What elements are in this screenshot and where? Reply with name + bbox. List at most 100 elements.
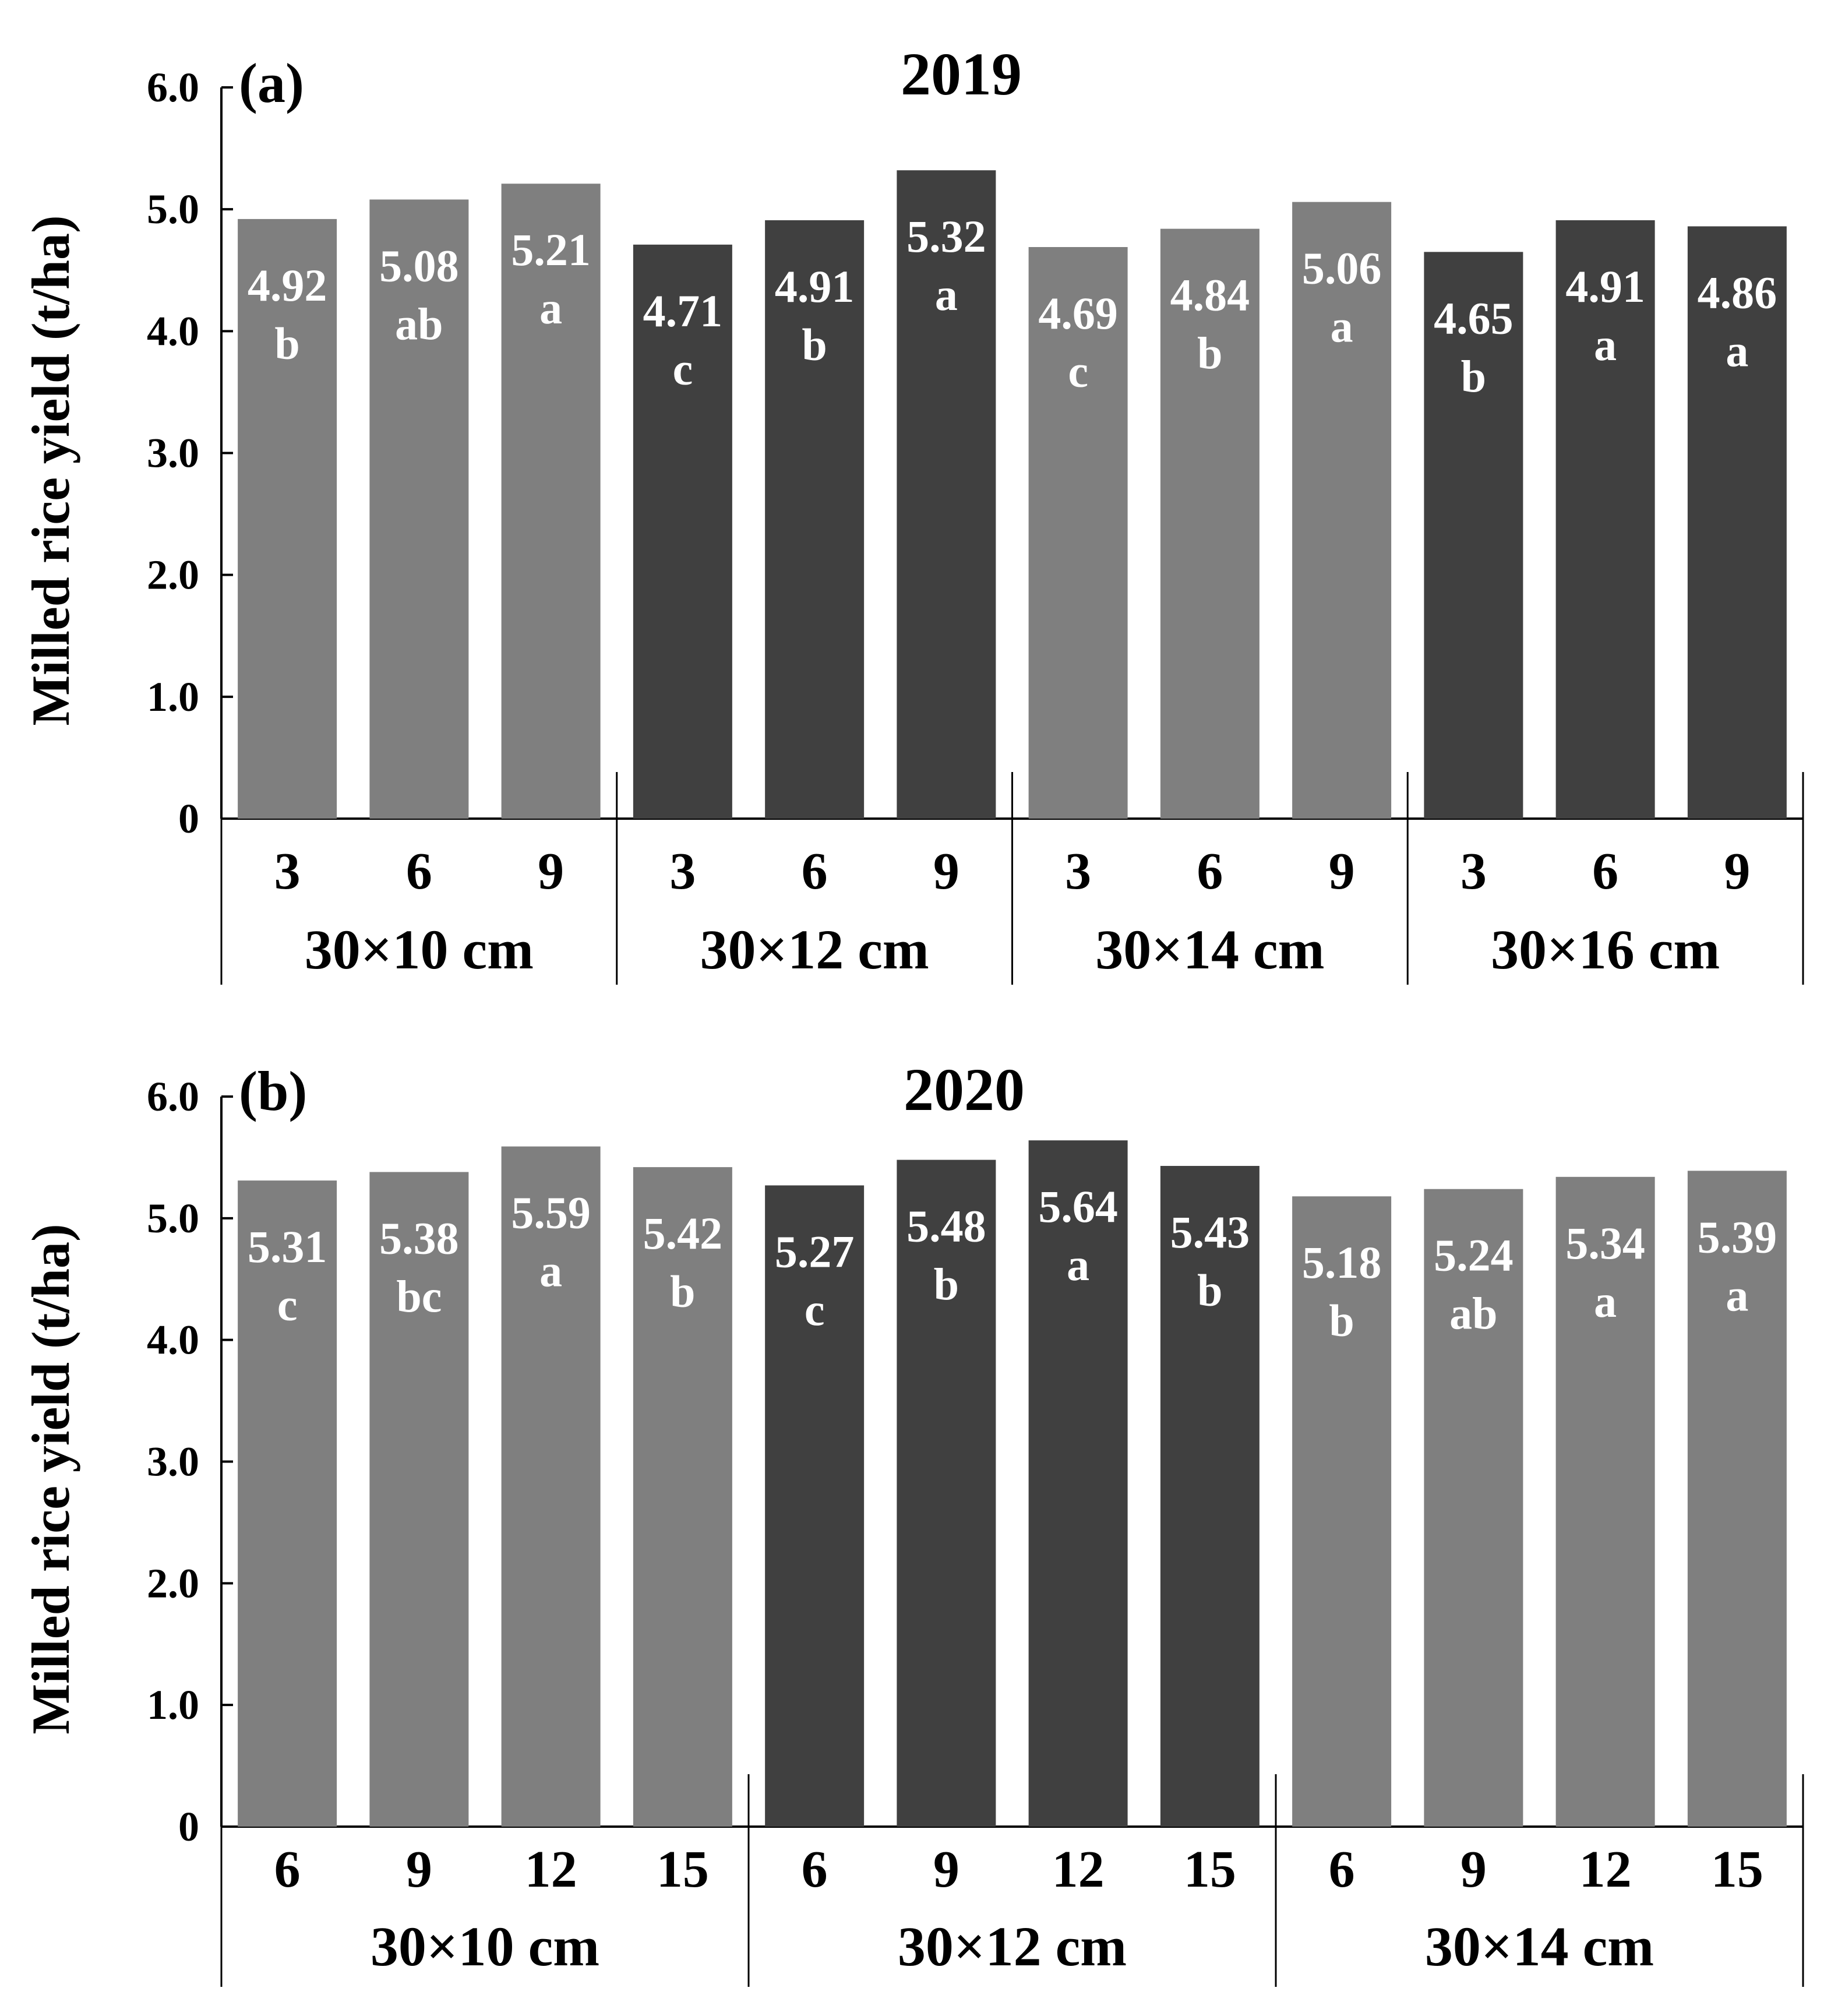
bar [369,199,469,819]
panel-label: (b) [239,1060,307,1122]
bar-value-label: 5.34 [1565,1218,1645,1268]
x-category-label: 9 [406,1841,432,1898]
bar [633,244,732,819]
bar [1028,1140,1128,1827]
x-category-label: 6 [406,843,432,900]
bar-significance-letter: a [539,1246,562,1296]
x-group-label: 30×10 cm [371,1915,599,1978]
bar-significance-letter: a [1594,1276,1617,1327]
bar-significance-letter: b [1329,1295,1354,1346]
bar [765,220,865,819]
bar-value-label: 5.32 [906,211,986,262]
panel-a-2019-chart: 0 1.0 2.0 3.0 4.0 5.0 6.0 Milled rice yield (t/… [21,41,1804,985]
bar-significance-letter: b [274,318,299,369]
bar [1160,1166,1260,1827]
bar-significance-letter: ab [395,298,443,349]
x-category-label: 9 [1724,843,1750,900]
x-category-label: 9 [538,843,564,900]
y-tick-label: 4.0 [147,1317,199,1363]
y-tick-label: 5.0 [147,1195,199,1242]
bar-value-label: 5.24 [1434,1230,1514,1281]
y-tick-label: 0 [178,1803,199,1850]
bar-significance-letter: a [539,283,562,333]
x-category-label: 15 [1184,1841,1236,1898]
x-category-label: 6 [1197,843,1223,900]
bar-value-label: 5.39 [1698,1211,1777,1262]
x-category-label: 6 [1329,1841,1355,1898]
bar-significance-letter: a [1726,1270,1748,1320]
bar-value-label: 5.18 [1302,1237,1382,1288]
bar [238,218,337,819]
bar-significance-letter: b [1197,1265,1222,1316]
y-tick-label: 0 [178,795,199,842]
bar [1687,1171,1787,1827]
bar-significance-letter: a [1594,319,1617,370]
y-tick-label: 5.0 [147,186,199,232]
bar [1424,252,1523,819]
bar-value-label: 5.42 [643,1208,723,1259]
y-tick-label: 4.0 [147,308,199,354]
y-tick-label: 6.0 [147,64,199,111]
bar [1555,1176,1655,1827]
x-category-label: 3 [1460,843,1487,900]
y-tick-label: 3.0 [147,1439,199,1485]
y-axis-title: Milled rice yield (t/ha) [21,215,80,725]
chart-title: 2020 [904,1056,1025,1123]
bar-significance-letter: c [805,1284,825,1335]
bar-value-label: 5.27 [775,1226,855,1277]
bar-value-label: 5.59 [511,1187,591,1238]
x-category-label: 12 [1579,1841,1632,1898]
x-category-label: 6 [802,843,828,900]
x-group-label: 30×12 cm [898,1915,1127,1978]
bar-significance-letter: a [1067,1239,1089,1290]
bar-significance-letter: b [1461,351,1486,401]
x-category-label: 3 [274,843,301,900]
bar-significance-letter: a [935,269,958,320]
bar-significance-letter: b [670,1266,695,1317]
bar-significance-letter: c [277,1280,298,1330]
bar-significance-letter: bc [396,1271,442,1321]
bar [501,1146,601,1827]
bar [765,1185,865,1827]
x-group-label: 30×12 cm [700,918,929,981]
x-category-label: 15 [1711,1841,1763,1898]
y-tick-label: 1.0 [147,674,199,720]
x-category-label: 3 [669,843,696,900]
bar-significance-letter: c [1068,346,1088,397]
bar-value-label: 4.91 [775,261,855,312]
bar [1028,247,1128,819]
x-category-label: 9 [933,843,959,900]
bar [1555,220,1655,819]
y-tick-label: 2.0 [147,552,199,598]
bar-value-label: 5.43 [1170,1207,1250,1257]
bar-value-label: 4.86 [1698,267,1777,318]
bar-value-label: 5.08 [379,240,459,291]
bar-value-label: 4.65 [1434,292,1514,343]
bar-significance-letter: a [1331,301,1353,352]
y-tick-label: 2.0 [147,1560,199,1606]
y-tick-label: 6.0 [147,1073,199,1120]
bar-significance-letter: ab [1449,1288,1497,1339]
bar-significance-letter: b [1197,328,1222,379]
bar-value-label: 4.71 [643,286,723,336]
bar [1424,1189,1523,1827]
x-category-label: 9 [1329,843,1355,900]
x-group-label: 30×16 cm [1491,918,1720,981]
x-category-label: 6 [802,1841,828,1898]
x-category-label: 6 [274,1841,301,1898]
bar-value-label: 5.64 [1038,1181,1118,1232]
bar [1292,202,1392,819]
bar-significance-letter: c [673,344,693,394]
y-tick-label: 1.0 [147,1682,199,1728]
x-group-label: 30×14 cm [1095,918,1324,981]
bar [238,1180,337,1827]
bar [633,1167,732,1827]
x-category-label: 6 [1592,843,1618,900]
bar-value-label: 5.21 [511,224,591,275]
bar [501,184,601,819]
bar [369,1172,469,1827]
bar [897,1159,996,1827]
y-tick-label: 3.0 [147,430,199,477]
bar-value-label: 4.91 [1565,261,1645,312]
